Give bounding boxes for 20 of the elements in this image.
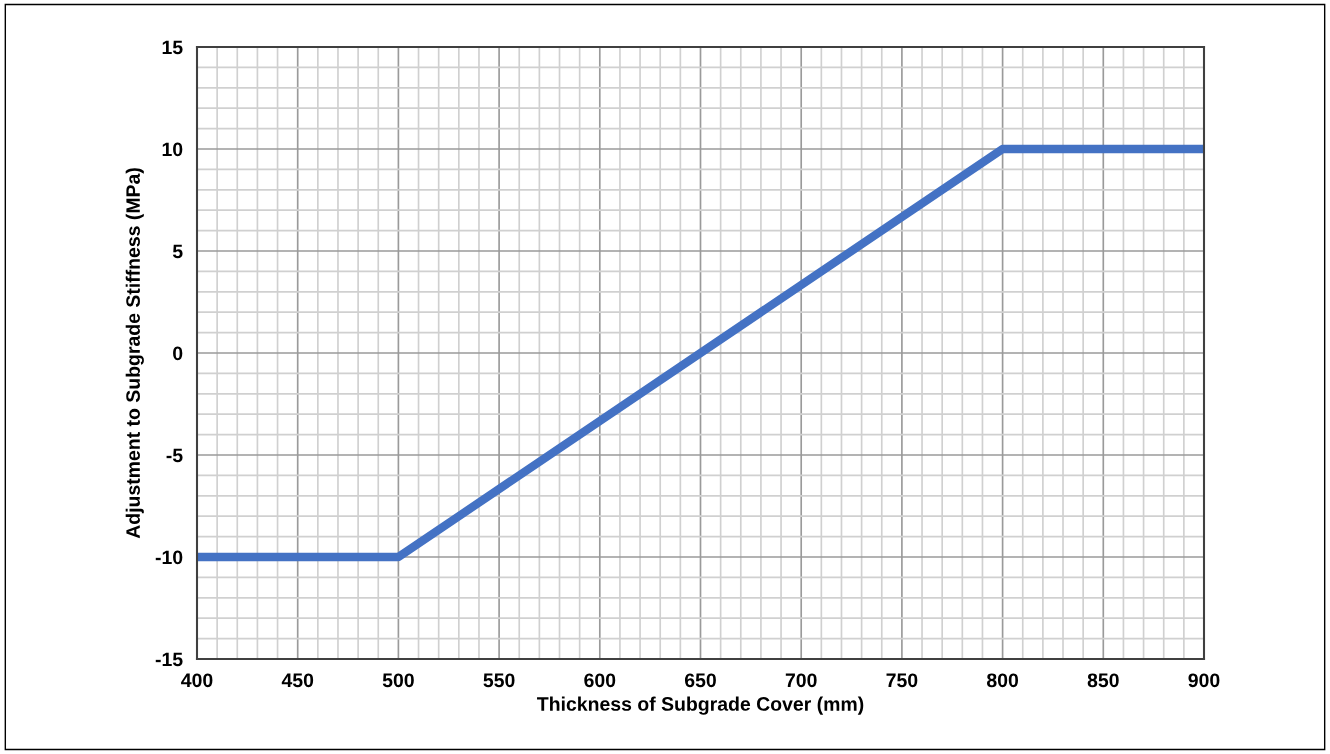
x-tick-label: 900 [1188,673,1220,688]
y-tick-label: 0 [173,346,183,361]
y-axis-title: Adjustment to Subgrade Stiffness (MPa) [125,168,144,539]
y-tick-label: -15 [155,652,183,667]
y-tick-label: -5 [166,448,183,463]
x-tick-label: 650 [684,673,716,688]
y-tick-label: -10 [155,550,183,565]
x-tick-label: 700 [785,673,817,688]
x-tick-label: 550 [483,673,515,688]
y-tick-label: 15 [162,40,183,55]
x-tick-label: 400 [181,673,213,688]
x-tick-label: 600 [584,673,616,688]
y-tick-label: 5 [172,244,183,259]
x-axis-title: Thickness of Subgrade Cover (mm) [537,696,864,715]
x-tick-label: 750 [886,673,918,688]
x-tick-label: 850 [1087,673,1119,688]
x-tick-label: 450 [281,673,314,688]
x-tick-label: 800 [987,673,1019,688]
y-tick-label: 10 [162,142,183,157]
x-tick-label: 500 [382,673,414,688]
